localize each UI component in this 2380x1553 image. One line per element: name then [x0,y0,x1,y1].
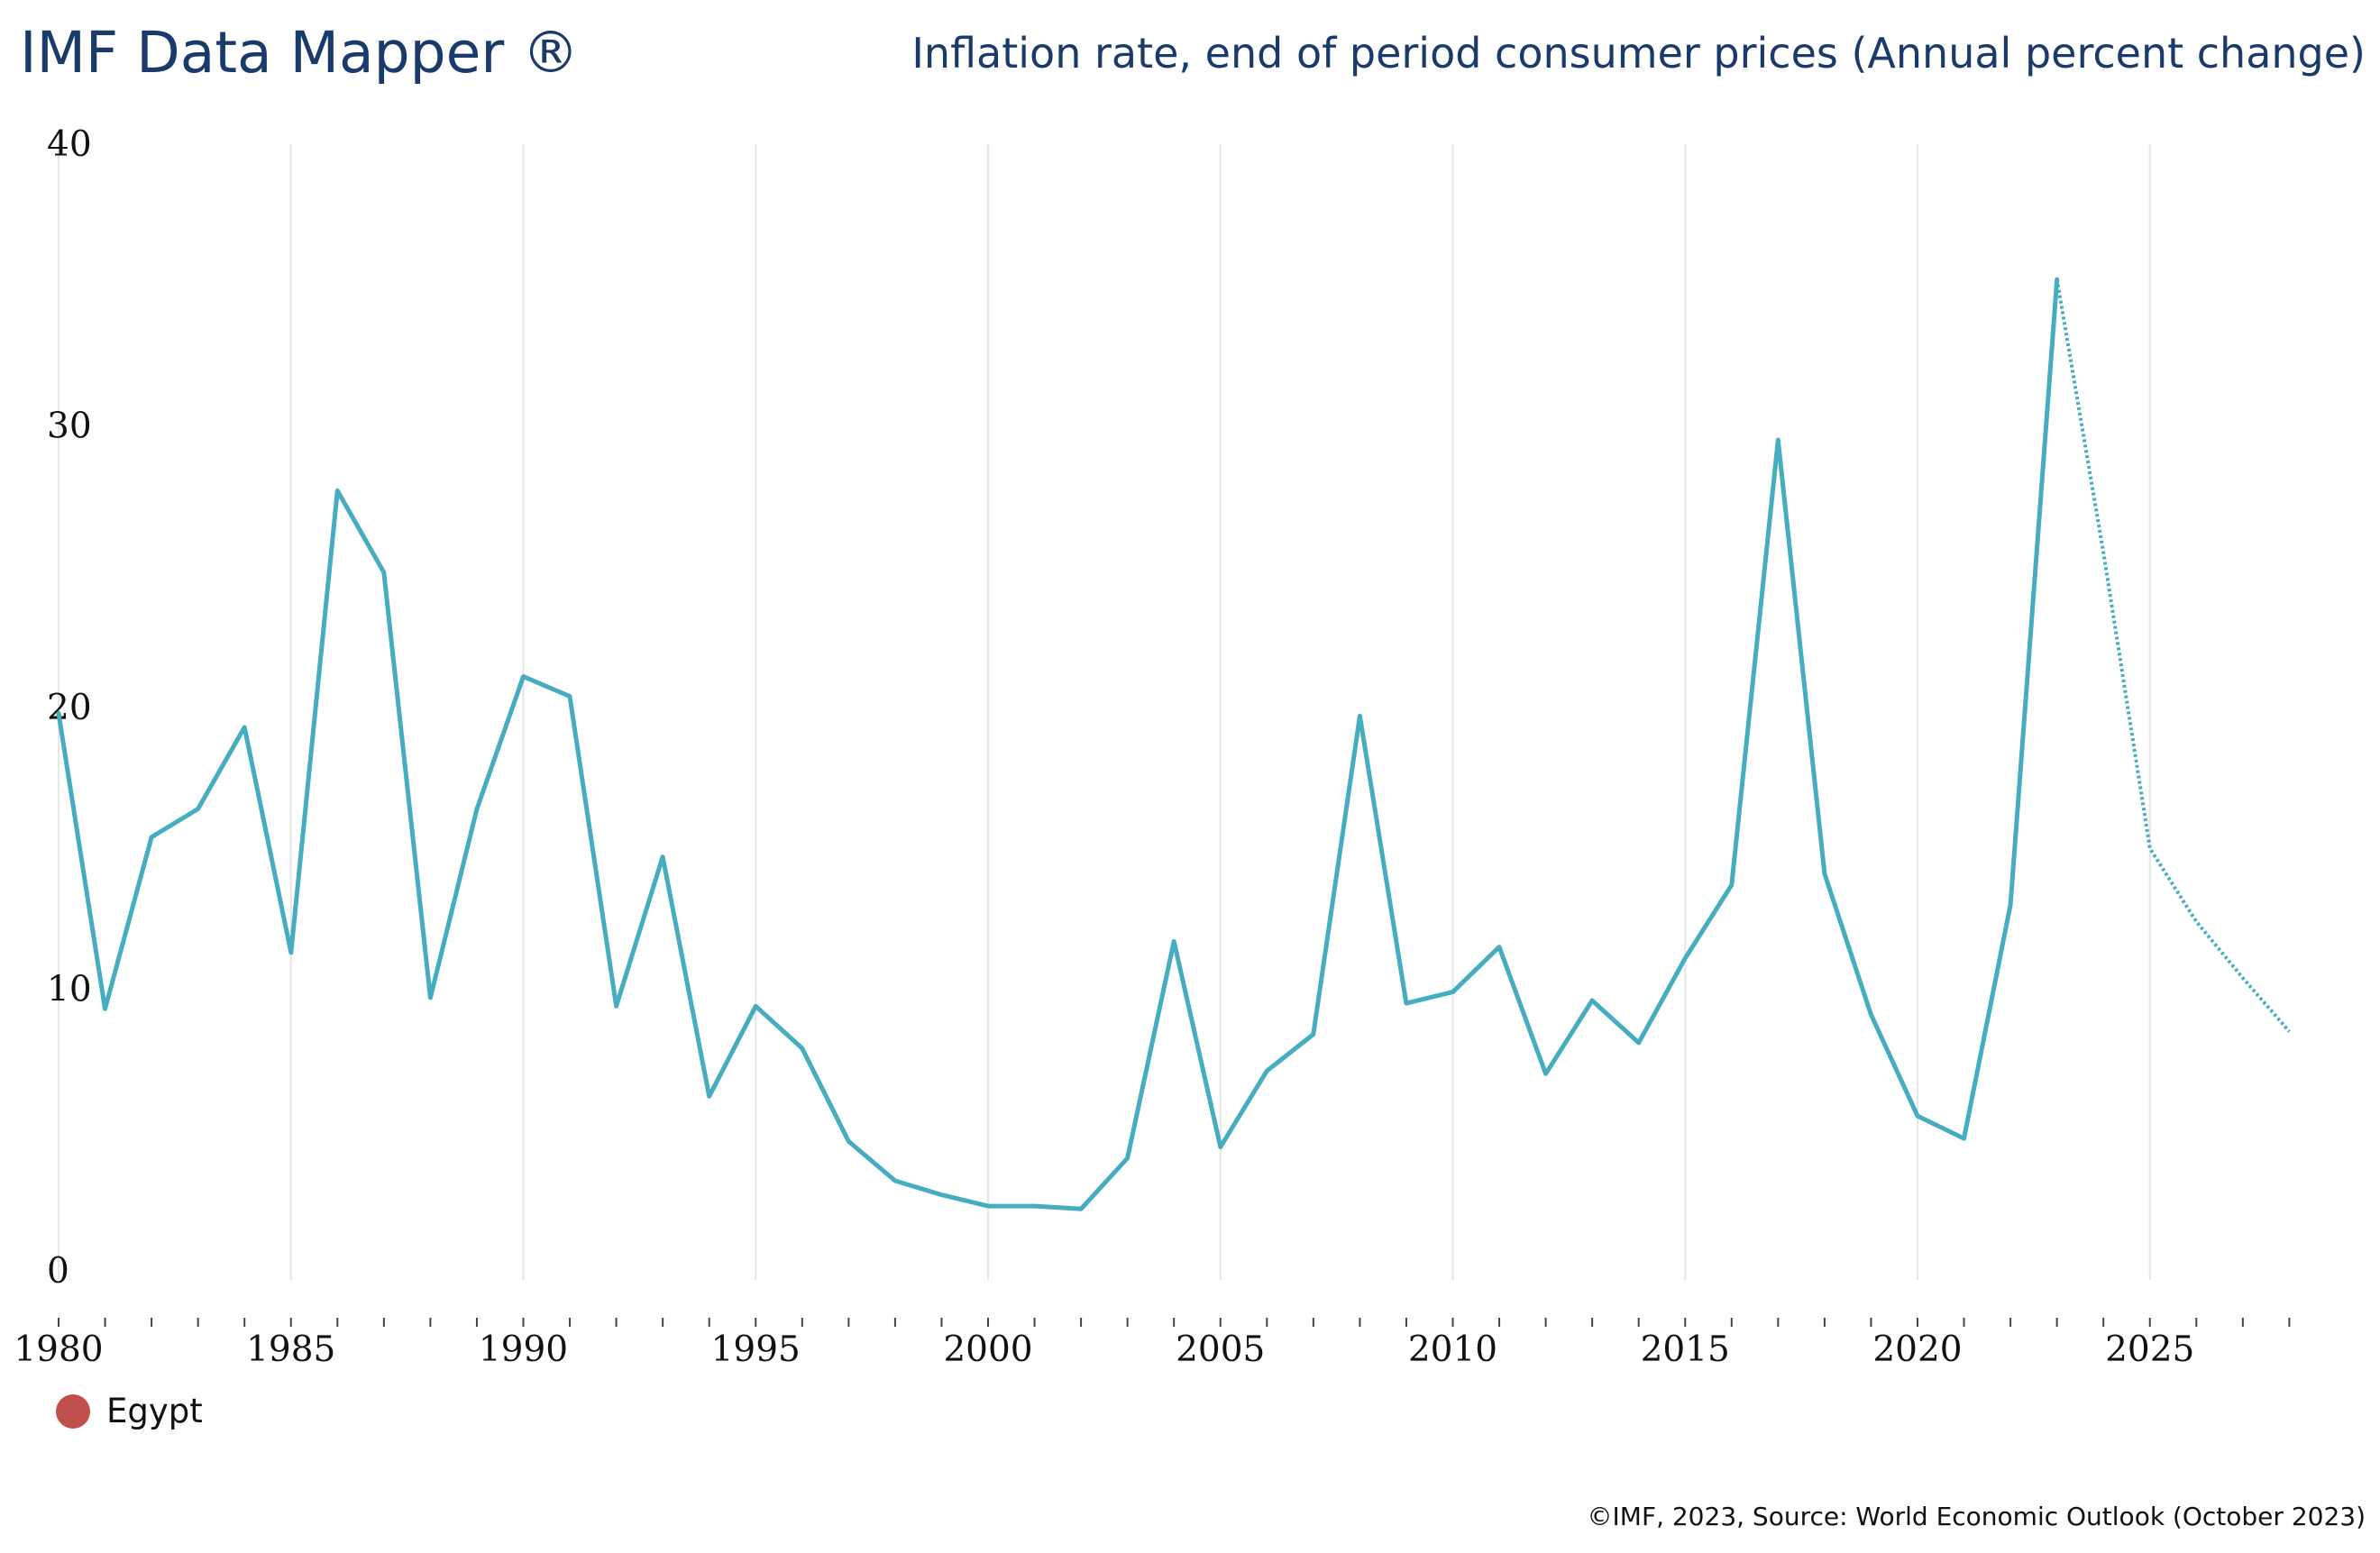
data-point-2021[interactable] [1962,1136,1967,1141]
series-line-actual[interactable] [56,277,2060,1211]
data-point-1980[interactable] [56,710,61,716]
data-point-1988[interactable] [427,995,433,1000]
data-point-2014[interactable] [1636,1040,1642,1046]
y-tick-label-20: 20 [47,688,92,728]
data-point-2027[interactable] [2240,975,2246,981]
legend-label-egypt: Egypt [106,1392,203,1430]
data-point-2004[interactable] [1171,938,1176,944]
data-point-1987[interactable] [381,570,387,575]
data-point-1993[interactable] [660,854,665,860]
data-point-2026[interactable] [2193,919,2199,925]
y-tick-label-30: 30 [47,407,92,447]
data-point-1989[interactable] [474,807,480,812]
data-point-1992[interactable] [614,1003,619,1009]
data-point-2023[interactable] [2055,277,2060,282]
data-point-2019[interactable] [1868,1012,1873,1018]
data-point-2002[interactable] [1078,1206,1084,1211]
x-tick-label-1985: 1985 [246,1329,335,1370]
data-point-2017[interactable] [1775,437,1780,443]
data-point-1985[interactable] [288,950,294,955]
x-axis: 1980 1985 1990 1995 2000 2005 2010 2015 2020 2025 [14,1318,2291,1370]
source-credit: ©IMF, 2023, Source: World Economic Outlo… [1587,1502,2366,1531]
data-point-1999[interactable] [938,1192,944,1198]
data-point-2009[interactable] [1404,1000,1409,1006]
x-tick-label-2010: 2010 [1408,1329,1497,1370]
data-point-2025[interactable] [2147,845,2153,851]
data-point-2020[interactable] [1915,1113,1920,1119]
x-tick-label-2015: 2015 [1641,1329,1730,1370]
x-tick-label-2005: 2005 [1176,1329,1265,1370]
x-tick-label-2025: 2025 [2105,1329,2194,1370]
data-point-2000[interactable] [985,1203,991,1209]
gridlines [58,144,2151,1280]
data-point-2006[interactable] [1264,1068,1269,1073]
legend-marker-egypt [56,1393,90,1429]
data-point-1981[interactable] [103,1006,108,1011]
data-point-2008[interactable] [1357,713,1362,718]
data-point-2015[interactable] [1682,955,1688,961]
data-point-1997[interactable] [846,1138,851,1144]
data-point-1998[interactable] [892,1178,898,1183]
data-point-2001[interactable] [1032,1203,1038,1209]
y-tick-label-40: 40 [47,124,92,165]
data-point-1982[interactable] [149,835,154,840]
data-point-1996[interactable] [800,1046,805,1051]
data-point-2024[interactable] [2101,550,2106,555]
x-tick-label-2020: 2020 [1872,1329,1962,1370]
series-layer [56,277,2292,1211]
data-point-2005[interactable] [1218,1145,1223,1150]
data-point-1990[interactable] [521,674,526,680]
data-point-1994[interactable] [707,1093,712,1099]
data-point-2011[interactable] [1497,945,1502,950]
data-point-2003[interactable] [1125,1156,1130,1161]
y-axis: 0 10 20 30 40 [47,124,92,1292]
data-point-1983[interactable] [196,807,201,812]
x-tick-label-1980: 1980 [14,1329,103,1370]
x-tick-label-1995: 1995 [711,1329,801,1370]
data-point-1984[interactable] [242,725,247,730]
data-point-2022[interactable] [2008,902,2013,908]
data-point-1986[interactable] [334,488,340,493]
series-line-projection[interactable] [2055,279,2291,1033]
data-point-2012[interactable] [1543,1071,1549,1076]
data-point-1991[interactable] [567,694,572,699]
data-point-2007[interactable] [1311,1032,1316,1037]
y-tick-label-10: 10 [47,970,92,1010]
data-point-2028[interactable] [2286,1028,2292,1034]
chart-title: Inflation rate, end of period consumer p… [911,29,2366,78]
data-point-2018[interactable] [1822,871,1827,876]
data-point-1995[interactable] [753,1003,758,1009]
brand-title: IMF Data Mapper ® [20,20,580,86]
legend[interactable]: Egypt [56,1392,203,1430]
data-point-2013[interactable] [1589,998,1595,1003]
x-tick-label-2000: 2000 [943,1329,1032,1370]
x-tick-label-1990: 1990 [479,1329,568,1370]
data-point-2010[interactable] [1451,990,1456,995]
data-point-2016[interactable] [1729,882,1735,888]
y-tick-label-0: 0 [47,1251,69,1292]
